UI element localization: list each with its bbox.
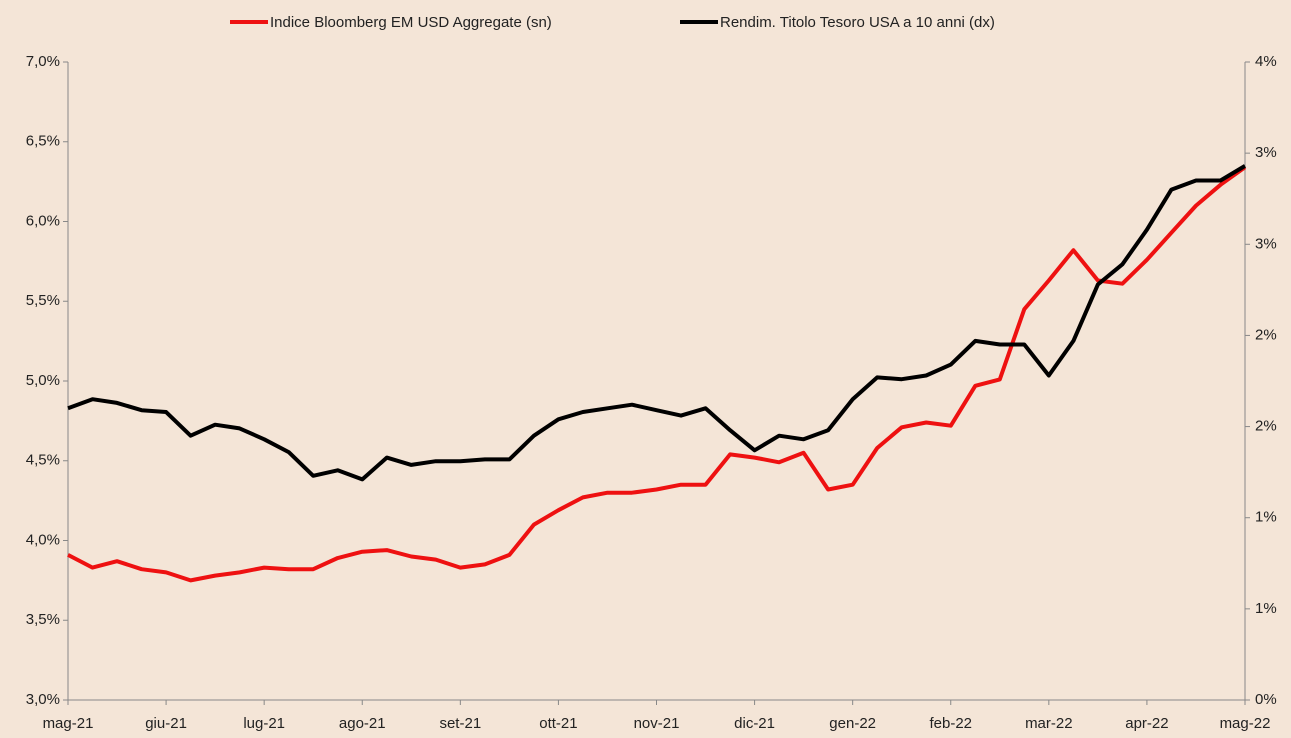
y-tick-label: 3,0% xyxy=(26,691,60,708)
y2-tick-label: 4% xyxy=(1255,53,1277,70)
y-tick-label: 6,5% xyxy=(26,133,60,150)
x-tick-label: mag-21 xyxy=(43,715,94,732)
series-line xyxy=(67,164,1247,482)
y-tick-label: 4,0% xyxy=(26,531,60,548)
x-tick-label: apr-22 xyxy=(1125,715,1168,732)
x-tick-label: gen-22 xyxy=(829,715,876,732)
y-tick-label: 5,5% xyxy=(26,292,60,309)
x-tick-label: mag-22 xyxy=(1220,715,1271,732)
y2-tick-label: 1% xyxy=(1255,600,1277,617)
x-tick-label: ago-21 xyxy=(339,715,386,732)
series-line xyxy=(67,165,1247,583)
legend-label: Indice Bloomberg EM USD Aggregate (sn) xyxy=(270,14,552,31)
y-tick-label: 3,5% xyxy=(26,611,60,628)
y2-tick-label: 3% xyxy=(1255,144,1277,161)
x-tick-label: giu-21 xyxy=(145,715,187,732)
x-tick-label: feb-22 xyxy=(929,715,972,732)
legend-label: Rendim. Titolo Tesoro USA a 10 anni (dx) xyxy=(720,14,995,31)
x-tick-label: nov-21 xyxy=(634,715,680,732)
y2-tick-label: 3% xyxy=(1255,235,1277,252)
y-tick-label: 7,0% xyxy=(26,53,60,70)
y-tick-label: 6,0% xyxy=(26,212,60,229)
y2-tick-label: 0% xyxy=(1255,691,1277,708)
y2-tick-label: 2% xyxy=(1255,326,1277,343)
y-tick-label: 4,5% xyxy=(26,452,60,469)
x-tick-label: dic-21 xyxy=(734,715,775,732)
x-tick-label: set-21 xyxy=(439,715,481,732)
x-tick-label: ott-21 xyxy=(539,715,577,732)
y2-tick-label: 2% xyxy=(1255,418,1277,435)
x-tick-label: lug-21 xyxy=(243,715,285,732)
y2-tick-label: 1% xyxy=(1255,509,1277,526)
y-tick-label: 5,0% xyxy=(26,372,60,389)
x-tick-label: mar-22 xyxy=(1025,715,1073,732)
